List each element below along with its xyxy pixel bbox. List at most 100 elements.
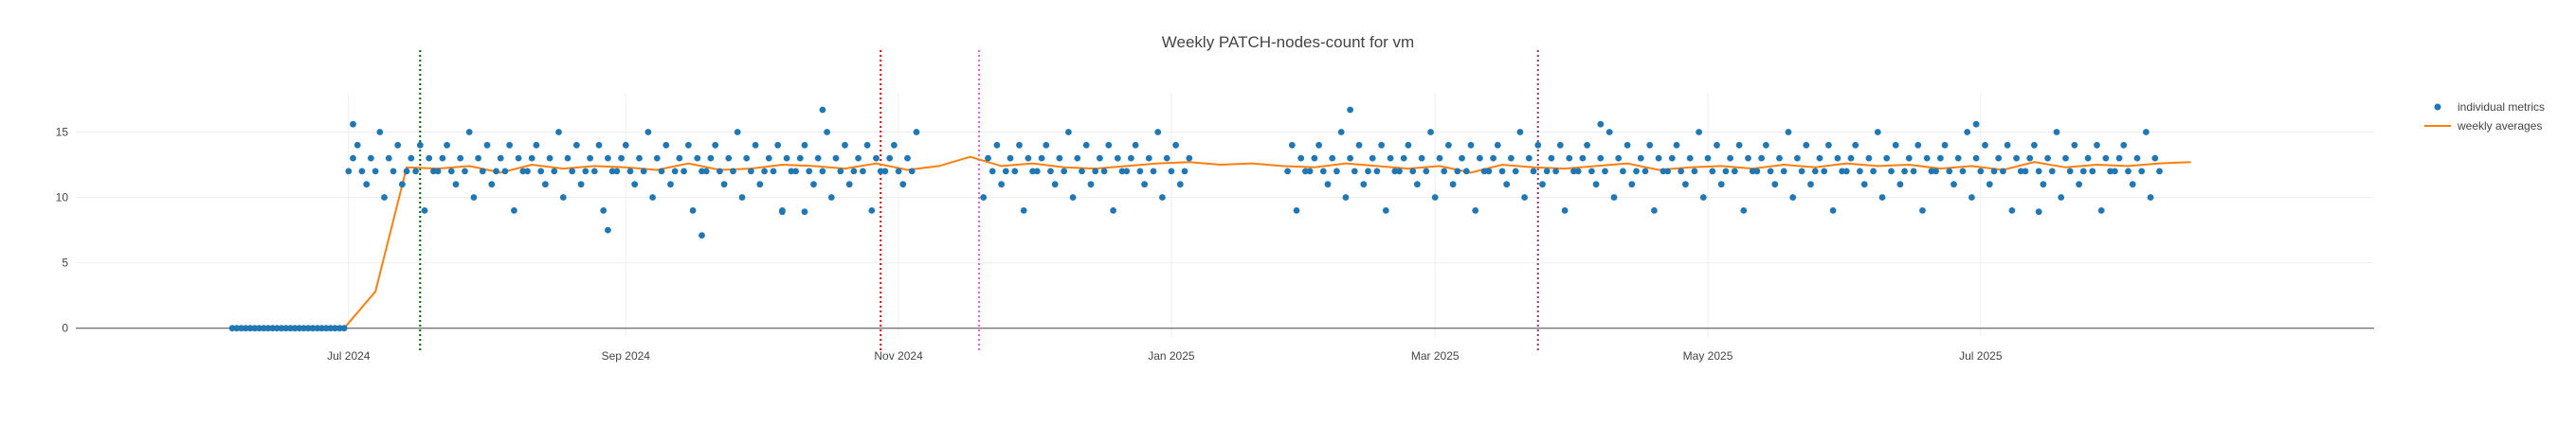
y-tick-label: 15 bbox=[56, 125, 69, 138]
data-point bbox=[309, 325, 317, 332]
data-point bbox=[1972, 154, 1980, 162]
data-point bbox=[372, 168, 379, 175]
y-tick-label: 5 bbox=[62, 257, 68, 270]
data-point bbox=[564, 154, 571, 162]
data-point bbox=[408, 154, 415, 162]
data-point bbox=[358, 168, 366, 175]
data-point bbox=[1284, 168, 1291, 175]
data-point bbox=[1642, 168, 1649, 175]
data-point bbox=[631, 181, 639, 188]
data-point bbox=[376, 129, 384, 135]
data-point bbox=[1668, 154, 1676, 162]
data-point bbox=[1807, 181, 1814, 188]
data-point bbox=[796, 154, 804, 162]
data-point bbox=[447, 168, 455, 175]
data-point bbox=[863, 141, 871, 149]
data-point bbox=[434, 168, 442, 175]
data-point bbox=[1789, 194, 1797, 201]
data-point bbox=[1105, 141, 1113, 149]
data-point bbox=[2138, 168, 2146, 175]
data-point bbox=[1154, 129, 1162, 135]
data-point bbox=[1110, 207, 1116, 214]
data-point bbox=[1982, 141, 1988, 149]
data-point bbox=[819, 106, 826, 114]
data-point bbox=[2120, 141, 2128, 149]
data-point bbox=[1530, 168, 1537, 175]
data-point bbox=[1324, 181, 1332, 188]
data-point bbox=[403, 168, 410, 175]
data-point bbox=[1145, 154, 1152, 162]
chart-title: Weekly PATCH-nodes-count for vm bbox=[1162, 33, 1414, 51]
data-point bbox=[1387, 154, 1394, 162]
data-point bbox=[506, 141, 513, 149]
data-point bbox=[1061, 168, 1068, 175]
data-point bbox=[636, 154, 643, 162]
data-point bbox=[712, 141, 719, 149]
data-point bbox=[1365, 168, 1371, 175]
data-point bbox=[1857, 168, 1863, 175]
data-point bbox=[1306, 168, 1314, 175]
data-point bbox=[2143, 129, 2150, 135]
data-point bbox=[725, 154, 733, 162]
data-point bbox=[1727, 154, 1733, 162]
data-point bbox=[416, 141, 424, 149]
data-point bbox=[605, 154, 611, 162]
data-point bbox=[1655, 154, 1662, 162]
data-point bbox=[1592, 181, 1600, 188]
data-point bbox=[819, 168, 826, 175]
data-point bbox=[1521, 194, 1528, 201]
data-point bbox=[837, 168, 844, 175]
data-point bbox=[2066, 168, 2074, 175]
data-point bbox=[1878, 194, 1886, 201]
data-point bbox=[287, 325, 294, 332]
data-point bbox=[2013, 154, 2021, 162]
data-point bbox=[1646, 141, 1654, 149]
data-point bbox=[1056, 154, 1063, 162]
data-point bbox=[1714, 141, 1720, 149]
data-point bbox=[1329, 154, 1336, 162]
data-point bbox=[1123, 168, 1131, 175]
data-point bbox=[842, 141, 848, 149]
data-point bbox=[626, 168, 634, 175]
data-point bbox=[1069, 194, 1077, 201]
data-point bbox=[1351, 168, 1358, 175]
data-point bbox=[1480, 168, 1488, 175]
data-point bbox=[368, 154, 374, 162]
data-point bbox=[779, 208, 786, 216]
data-point bbox=[891, 141, 898, 149]
data-point bbox=[246, 325, 254, 332]
data-point bbox=[1968, 194, 1975, 201]
data-point bbox=[519, 168, 527, 175]
data-point bbox=[475, 154, 481, 162]
data-point bbox=[1678, 168, 1685, 175]
data-point bbox=[1315, 141, 1322, 149]
data-point bbox=[1709, 168, 1716, 175]
data-point bbox=[1516, 129, 1524, 135]
data-point bbox=[618, 154, 625, 162]
data-point bbox=[738, 194, 746, 201]
data-point bbox=[2004, 141, 2011, 149]
data-point bbox=[2035, 168, 2042, 175]
data-point bbox=[537, 168, 545, 175]
data-point bbox=[698, 168, 705, 175]
data-point bbox=[1637, 154, 1644, 162]
data-point bbox=[1525, 154, 1533, 162]
data-point bbox=[824, 129, 830, 135]
data-point bbox=[1798, 168, 1805, 175]
data-point bbox=[1597, 154, 1605, 162]
data-point bbox=[332, 325, 338, 332]
data-point bbox=[1047, 168, 1054, 175]
data-point bbox=[354, 141, 361, 149]
data-point bbox=[533, 141, 540, 149]
data-point bbox=[1785, 129, 1792, 135]
data-point bbox=[1355, 141, 1363, 149]
data-point bbox=[1459, 154, 1465, 162]
data-point bbox=[886, 154, 894, 162]
data-point bbox=[1449, 181, 1457, 188]
data-point bbox=[899, 181, 907, 188]
data-point bbox=[1508, 154, 1515, 162]
data-point bbox=[291, 325, 299, 332]
data-point bbox=[1016, 141, 1023, 149]
data-point bbox=[2048, 168, 2056, 175]
data-point bbox=[1462, 168, 1470, 175]
